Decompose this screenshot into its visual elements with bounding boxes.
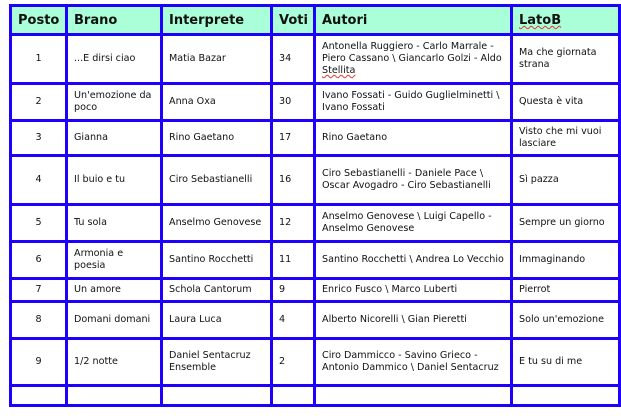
header-brano: Brano <box>65 4 163 36</box>
cell-voti: 34 <box>270 33 316 85</box>
cell-interprete: Rino Gaetano <box>160 119 273 157</box>
cell-autori: Antonella Ruggiero - Carlo Marrale - Pie… <box>313 33 513 85</box>
cell-empty <box>9 384 68 407</box>
cell-posto: 7 <box>9 277 68 303</box>
cell-brano: 1/2 notte <box>65 337 163 387</box>
cell-latob: Sempre un giorno <box>510 203 621 243</box>
cell-latob: Sì pazza <box>510 154 621 206</box>
table-row: 1 ...E dirsi ciao Matia Bazar 34 Antonella R… <box>9 33 621 85</box>
cell-voti: 9 <box>270 277 316 303</box>
header-row: Posto Brano Interprete Voti Autori LatoB <box>9 4 621 36</box>
cell-autori: Ciro Sebastianelli - Daniele Pace \ Osca… <box>313 154 513 206</box>
cell-voti: 16 <box>270 154 316 206</box>
cell-interprete: Matia Bazar <box>160 33 273 85</box>
cell-latob: Pierrot <box>510 277 621 303</box>
cell-latob: Immaginando <box>510 240 621 280</box>
cell-empty <box>65 384 163 407</box>
header-autori: Autori <box>313 4 513 36</box>
cell-brano: Il buio e tu <box>65 154 163 206</box>
cell-latob: Solo un'emozione <box>510 300 621 340</box>
cell-brano: Armonia e poesia <box>65 240 163 280</box>
cell-interprete: Ciro Sebastianelli <box>160 154 273 206</box>
cell-latob: Ma che giornata strana <box>510 33 621 85</box>
ranking-table: Posto Brano Interprete Voti Autori LatoB… <box>9 4 621 407</box>
cell-autori: Ciro Dammicco - Savino Grieco - Antonio … <box>313 337 513 387</box>
cell-brano: Un amore <box>65 277 163 303</box>
cell-voti: 12 <box>270 203 316 243</box>
cell-latob: Questa è vita <box>510 82 621 122</box>
table-row: 6 Armonia e poesia Santino Rocchetti 11 Sant… <box>9 240 621 280</box>
table-row: 7 Un amore Schola Cantorum 9 Enrico Fusco \ … <box>9 277 621 303</box>
cell-voti: 30 <box>270 82 316 122</box>
cell-brano: Tu sola <box>65 203 163 243</box>
cell-interprete: Schola Cantorum <box>160 277 273 303</box>
cell-voti: 11 <box>270 240 316 280</box>
cell-empty <box>313 384 513 407</box>
cell-interprete: Anna Oxa <box>160 82 273 122</box>
cell-posto: 5 <box>9 203 68 243</box>
cell-voti: 2 <box>270 337 316 387</box>
cell-latob: Visto che mi vuoi lasciare <box>510 119 621 157</box>
cell-posto: 1 <box>9 33 68 85</box>
cell-empty <box>160 384 273 407</box>
cell-autori: Rino Gaetano <box>313 119 513 157</box>
cell-brano: Domani domani <box>65 300 163 340</box>
header-latob: LatoB <box>510 4 621 36</box>
cell-brano: Un'emozione da poco <box>65 82 163 122</box>
cell-posto: 3 <box>9 119 68 157</box>
cell-brano: ...E dirsi ciao <box>65 33 163 85</box>
cell-posto: 9 <box>9 337 68 387</box>
cell-autori: Santino Rocchetti \ Andrea Lo Vecchio <box>313 240 513 280</box>
cell-autori: Ivano Fossati - Guido Guglielminetti \ I… <box>313 82 513 122</box>
cell-text: Antonella Ruggiero - Carlo Marrale - Pie… <box>322 41 502 76</box>
cell-voti: 17 <box>270 119 316 157</box>
header-voti: Voti <box>270 4 316 36</box>
header-latob-text: LatoB <box>519 13 562 28</box>
spellcheck-word: Stellita <box>322 65 356 76</box>
table-row: 8 Domani domani Laura Luca 4 Alberto Nicorel… <box>9 300 621 340</box>
cell-voti: 4 <box>270 300 316 340</box>
cell-interprete: Anselmo Genovese <box>160 203 273 243</box>
table-row: 3 Gianna Rino Gaetano 17 Rino Gaetano Visto c… <box>9 119 621 157</box>
table-row: 5 Tu sola Anselmo Genovese 12 Anselmo Genove… <box>9 203 621 243</box>
cell-autori: Enrico Fusco \ Marco Luberti <box>313 277 513 303</box>
cell-latob: E tu su di me <box>510 337 621 387</box>
cell-posto: 8 <box>9 300 68 340</box>
cell-interprete: Santino Rocchetti <box>160 240 273 280</box>
cell-brano: Gianna <box>65 119 163 157</box>
table-row: 4 Il buio e tu Ciro Sebastianelli 16 Ciro Se… <box>9 154 621 206</box>
cell-posto: 4 <box>9 154 68 206</box>
cell-posto: 6 <box>9 240 68 280</box>
table-row: 2 Un'emozione da poco Anna Oxa 30 Ivano Foss… <box>9 82 621 122</box>
table-row <box>9 384 621 407</box>
table-row: 9 1/2 notte Daniel Sentacruz Ensemble 2 Ciro… <box>9 337 621 387</box>
header-interprete: Interprete <box>160 4 273 36</box>
cell-interprete: Laura Luca <box>160 300 273 340</box>
cell-autori: Anselmo Genovese \ Luigi Capello - Ansel… <box>313 203 513 243</box>
cell-empty <box>510 384 621 407</box>
cell-interprete: Daniel Sentacruz Ensemble <box>160 337 273 387</box>
cell-posto: 2 <box>9 82 68 122</box>
cell-empty <box>270 384 316 407</box>
cell-autori: Alberto Nicorelli \ Gian Pieretti <box>313 300 513 340</box>
header-posto: Posto <box>9 4 68 36</box>
